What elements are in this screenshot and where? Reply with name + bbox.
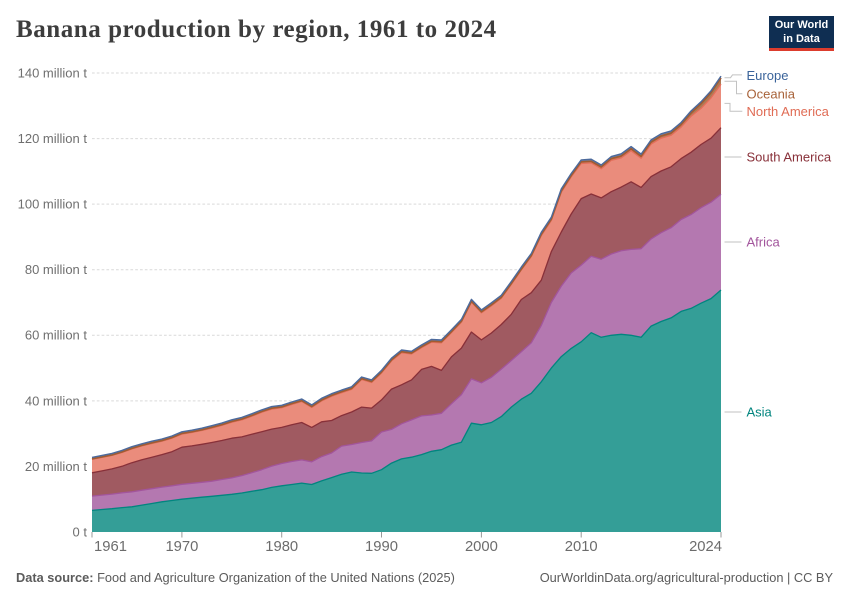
svg-text:1990: 1990 <box>365 539 398 555</box>
svg-text:Africa: Africa <box>747 235 781 250</box>
svg-text:1980: 1980 <box>265 539 298 555</box>
svg-text:1961: 1961 <box>94 539 127 555</box>
svg-text:1970: 1970 <box>165 539 198 555</box>
svg-text:140 million t: 140 million t <box>18 65 88 80</box>
svg-text:100 million t: 100 million t <box>18 197 88 212</box>
svg-text:0 t: 0 t <box>73 524 88 539</box>
svg-text:40 million t: 40 million t <box>25 393 88 408</box>
svg-text:South America: South America <box>747 150 832 165</box>
svg-text:60 million t: 60 million t <box>25 328 88 343</box>
svg-text:Europe: Europe <box>747 68 789 83</box>
svg-text:Oceania: Oceania <box>747 87 796 102</box>
svg-text:Asia: Asia <box>747 405 773 420</box>
svg-text:North America: North America <box>747 104 830 119</box>
svg-text:120 million t: 120 million t <box>18 131 88 146</box>
svg-text:2000: 2000 <box>465 539 498 555</box>
svg-text:2024: 2024 <box>689 539 722 555</box>
svg-text:20 million t: 20 million t <box>25 459 88 474</box>
svg-text:80 million t: 80 million t <box>25 262 88 277</box>
svg-text:2010: 2010 <box>565 539 598 555</box>
